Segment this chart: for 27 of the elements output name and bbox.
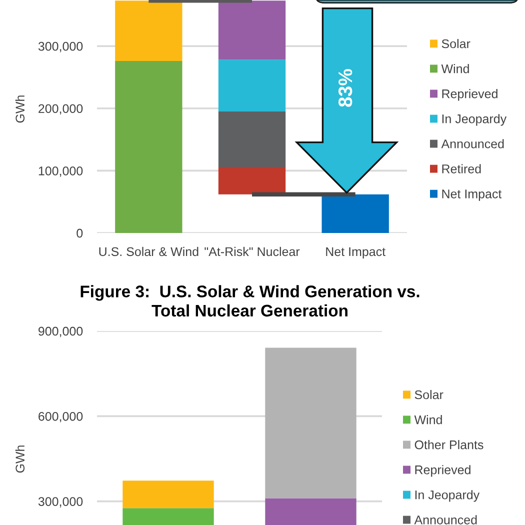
legend-label: In Jeopardy	[415, 490, 480, 502]
legend-label: Announced	[441, 139, 504, 148]
x-tick-label: "At-Risk" Nuclear	[204, 246, 300, 256]
legend-label: Reprieved	[415, 465, 470, 477]
legend-label: Solar	[442, 39, 470, 48]
legend-label: Announced	[414, 515, 477, 524]
y-tick-label: 300,000	[38, 42, 83, 52]
y-tick-label: 900,000	[38, 326, 83, 338]
chart-title: Figure 3: U.S. Solar & Wind Generation vs. Total Nuclear Generation	[80, 285, 420, 317]
legend-label: Solar	[414, 390, 444, 400]
y-tick-label: 300,000	[38, 497, 83, 508]
y-tick-label: 200,000	[38, 104, 83, 115]
y-axis-title: GWh	[15, 96, 25, 123]
legend-label: Net Impact	[442, 190, 502, 201]
legend-label: Reprieved	[442, 89, 498, 101]
legend-label: Other Plants	[414, 440, 484, 450]
y-tick-label: 600,000	[38, 412, 83, 422]
x-tick-label: Net Impact	[326, 247, 386, 259]
legend-label: Retired	[442, 164, 481, 174]
legend-label: Wind	[441, 64, 469, 74]
y-tick-label: 100,000	[38, 166, 83, 177]
annotation: 83%	[338, 69, 352, 107]
y-tick-label: 0	[76, 228, 83, 238]
y-axis-title: GWh	[15, 446, 25, 473]
legend-label: In Jeopardy	[442, 114, 507, 126]
legend-label: Wind	[414, 415, 442, 424]
x-tick-label: U.S. Solar & Wind	[99, 246, 198, 256]
